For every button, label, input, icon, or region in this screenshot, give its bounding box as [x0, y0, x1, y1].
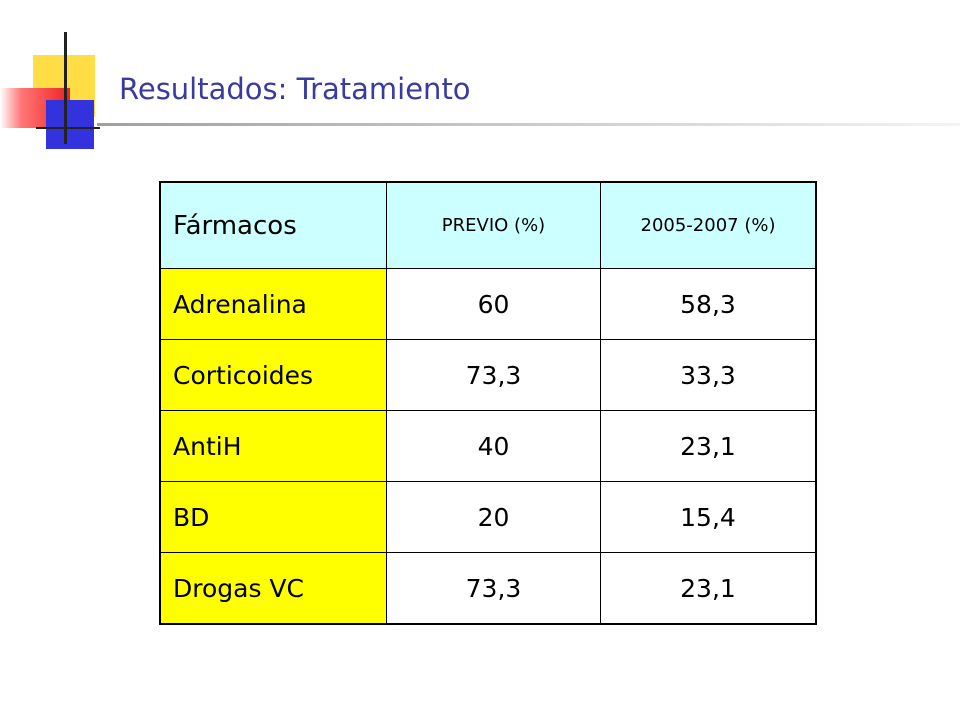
drug-name-cell: AntiH: [159, 410, 387, 482]
header-period: 2005-2007 (%): [600, 181, 817, 269]
table-row: Adrenalina 60 58,3: [159, 268, 817, 340]
period-value-cell: 15,4: [600, 481, 817, 553]
header-farmacos: Fármacos: [159, 181, 387, 269]
period-value-cell: 33,3: [600, 339, 817, 411]
logo-blue-square: [46, 100, 94, 149]
period-value-cell: 23,1: [600, 410, 817, 482]
drug-name-cell: Corticoides: [159, 339, 387, 411]
previo-value-cell: 73,3: [386, 339, 601, 411]
table-header-row: Fármacos PREVIO (%) 2005-2007 (%): [159, 181, 817, 269]
results-table: Fármacos PREVIO (%) 2005-2007 (%) Adrena…: [159, 181, 817, 625]
previo-value-cell: 40: [386, 410, 601, 482]
drug-name-cell: Drogas VC: [159, 552, 387, 625]
period-value-cell: 23,1: [600, 552, 817, 625]
drug-name-cell: Adrenalina: [159, 268, 387, 340]
previo-value-cell: 20: [386, 481, 601, 553]
drug-name-cell: BD: [159, 481, 387, 553]
title-underline: [97, 123, 960, 126]
logo-horizontal-line: [36, 127, 100, 129]
header-previo: PREVIO (%): [386, 181, 601, 269]
table-row: AntiH 40 23,1: [159, 410, 817, 482]
previo-value-cell: 60: [386, 268, 601, 340]
logo-vertical-line: [64, 32, 67, 144]
table-row: Drogas VC 73,3 23,1: [159, 552, 817, 625]
table-row: Corticoides 73,3 33,3: [159, 339, 817, 411]
table-row: BD 20 15,4: [159, 481, 817, 553]
previo-value-cell: 73,3: [386, 552, 601, 625]
period-value-cell: 58,3: [600, 268, 817, 340]
page-title: Resultados: Tratamiento: [119, 72, 471, 106]
